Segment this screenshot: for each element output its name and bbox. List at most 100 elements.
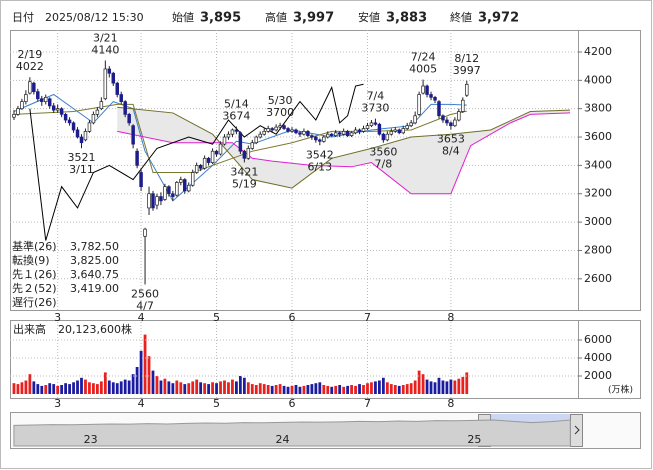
candle-body: [421, 85, 425, 94]
volume-bar: [159, 380, 163, 394]
annotation-value: 3421: [230, 165, 258, 178]
legend-name: 転換(9): [12, 254, 50, 267]
volume-bar: [441, 380, 445, 394]
volume-bar: [20, 382, 24, 394]
y-tick-label: 3000: [584, 215, 612, 228]
volume-bar: [286, 386, 290, 394]
volume-bar: [107, 380, 111, 394]
legend-value: 3,825.00: [70, 254, 119, 267]
volume-bar: [64, 383, 67, 394]
candle-body: [44, 96, 48, 102]
indicator-line: [29, 83, 364, 241]
volume-bar: [84, 379, 87, 394]
volume-bar: [393, 385, 397, 394]
legend-name: 先１(26): [12, 268, 57, 281]
volume-bar: [405, 384, 409, 394]
volume-bar: [401, 385, 405, 394]
y-tick-label: 3400: [584, 158, 612, 171]
volume-bar: [282, 385, 286, 394]
volume-bar: [32, 381, 36, 394]
candle-body: [238, 132, 243, 152]
candle-body: [389, 131, 394, 135]
annotation-value: 3653: [437, 133, 465, 146]
volume-bar: [48, 383, 52, 394]
candle-body: [131, 125, 135, 145]
header-label: 安値: [358, 10, 380, 24]
candle-body: [226, 133, 231, 138]
volume-bar: [191, 381, 195, 394]
volume-title: 出来高: [13, 322, 46, 336]
annotation-value: 3521: [67, 151, 95, 164]
volume-bar: [131, 374, 135, 394]
candle-body: [377, 123, 382, 135]
volume-bar: [350, 385, 353, 394]
navigator-area: [13, 419, 571, 447]
candle-body: [127, 114, 131, 124]
navigator-handle-right[interactable]: [570, 414, 583, 447]
volume-bar: [262, 384, 266, 394]
candle-body: [381, 133, 386, 141]
candle-body: [83, 131, 88, 141]
annotation-value: 4005: [409, 63, 437, 76]
candle-body: [222, 136, 227, 145]
volume-bar: [12, 383, 16, 394]
annotation-value: 3730: [361, 102, 389, 115]
annotation-value: 2560: [131, 287, 159, 300]
volume-bar: [310, 384, 314, 394]
volume-bar: [60, 385, 64, 394]
volume-bar: [346, 385, 350, 394]
candle-body: [171, 193, 175, 197]
volume-bar: [330, 386, 334, 394]
volume-bar: [187, 383, 191, 394]
candle-body: [314, 136, 318, 141]
candle-body: [433, 96, 437, 101]
annotation-date: 2/19: [18, 48, 43, 61]
candle-body: [163, 186, 167, 200]
candle-body: [194, 165, 199, 173]
candle-body: [183, 179, 187, 192]
volume-bar: [242, 377, 246, 394]
y-tick-label: 3200: [584, 187, 612, 200]
candle-body: [278, 125, 282, 128]
candle-body: [198, 165, 203, 169]
candle-body: [75, 129, 80, 138]
volume-bar: [397, 385, 401, 394]
volume-bar: [449, 379, 453, 394]
volume-bar: [215, 383, 218, 394]
candle-body: [274, 126, 278, 131]
volume-bar: [36, 384, 40, 394]
header-value: 3,883: [386, 11, 427, 26]
annotation-value: 3700: [266, 106, 294, 119]
candle-body: [103, 68, 108, 100]
header-label: 始値: [172, 10, 194, 24]
candle-body: [99, 101, 104, 110]
volume-bar: [322, 385, 326, 394]
indicator-line: [13, 93, 467, 202]
annotation-date: 5/30: [268, 94, 293, 107]
annotation-date: 3/21: [93, 31, 118, 44]
annotation-date: 3/11: [69, 163, 94, 176]
volume-bar: [465, 372, 469, 394]
x-tick-label: 7: [364, 311, 371, 324]
volume-bar: [429, 381, 433, 394]
x-tick-label: 3: [54, 397, 61, 410]
volume-unit: (万株): [608, 384, 633, 396]
candle-body: [294, 129, 298, 134]
candle-body: [461, 99, 465, 112]
volume-bar: [453, 380, 457, 394]
volume-bar: [227, 382, 230, 394]
legend-value: 3,640.75: [70, 268, 119, 281]
candle-body: [250, 142, 255, 149]
volume-bar: [298, 386, 302, 394]
cloud: [117, 107, 571, 194]
volume-bar: [274, 385, 278, 394]
volume-bar: [52, 384, 56, 394]
y-tick-label: 2800: [584, 243, 612, 256]
candle-body: [16, 108, 20, 115]
candle-body: [465, 83, 469, 96]
volume-bar: [92, 383, 95, 394]
volume-bar: [266, 385, 270, 394]
volume-bar: [246, 382, 250, 394]
candle-body: [413, 115, 417, 124]
